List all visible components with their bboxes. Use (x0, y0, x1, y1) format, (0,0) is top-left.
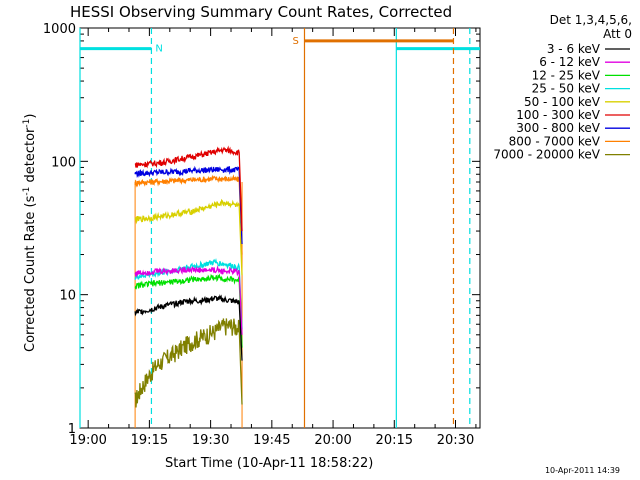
legend-entry-label: 3 - 6 keV (547, 42, 601, 56)
x-axis-label: Start Time (10-Apr-11 18:58:22) (165, 456, 373, 471)
series-line (134, 174, 243, 255)
legend-entry-label: 12 - 25 keV (532, 68, 601, 82)
footer-timestamp: 10-Apr-2011 14:39 (545, 466, 620, 475)
series-line (134, 318, 243, 408)
series-line (134, 165, 243, 245)
y-axis-label: Corrected Count Rate (s-1 detector-1) (22, 114, 38, 352)
legend-entry-label: 800 - 7000 keV (509, 134, 601, 148)
series-lines (134, 145, 243, 428)
y-tick-label: 100 (51, 155, 76, 170)
series-line (134, 294, 243, 361)
y-tick-label: 1 (68, 422, 76, 437)
saa-label: S (292, 36, 298, 47)
night-label: N (155, 44, 162, 55)
plot-area (79, 27, 481, 429)
x-tick-label: 19:30 (192, 433, 229, 448)
legend-entry-label: 7000 - 20000 keV (493, 148, 600, 162)
legend-header-line-1: Det 1,3,4,5,6, (550, 13, 632, 27)
x-tick-label: 19:45 (253, 433, 290, 448)
interval-markers: NS (79, 28, 480, 428)
x-tick-label: 20:00 (314, 433, 351, 448)
x-tick-label: 20:30 (437, 433, 474, 448)
series-line (134, 145, 243, 232)
x-axis: 19:00 19:15 19:30 19:45 20:00 20:15 20:30 (69, 28, 477, 448)
plot-frame (79, 27, 481, 429)
y-axis: 1 10 100 1000 (43, 22, 480, 437)
legend-entry-label: 100 - 300 keV (516, 108, 600, 122)
legend-entry-label: 6 - 12 keV (539, 55, 601, 69)
y-tick-label: 1000 (43, 22, 76, 37)
chart-title: HESSI Observing Summary Count Rates, Cor… (70, 3, 452, 21)
legend-entry-label: 50 - 100 keV (524, 95, 601, 109)
x-tick-label: 19:15 (131, 433, 168, 448)
legend-header-line-2: Att 0 (603, 27, 632, 41)
series-line (134, 198, 243, 276)
x-tick-label: 20:15 (376, 433, 413, 448)
series-line (134, 273, 243, 348)
legend-entry-label: 300 - 800 keV (516, 121, 600, 135)
legend-entry-label: 25 - 50 keV (532, 82, 601, 96)
series-line (134, 264, 243, 335)
y-tick-label: 10 (59, 289, 76, 304)
x-tick-label: 19:00 (69, 433, 106, 448)
